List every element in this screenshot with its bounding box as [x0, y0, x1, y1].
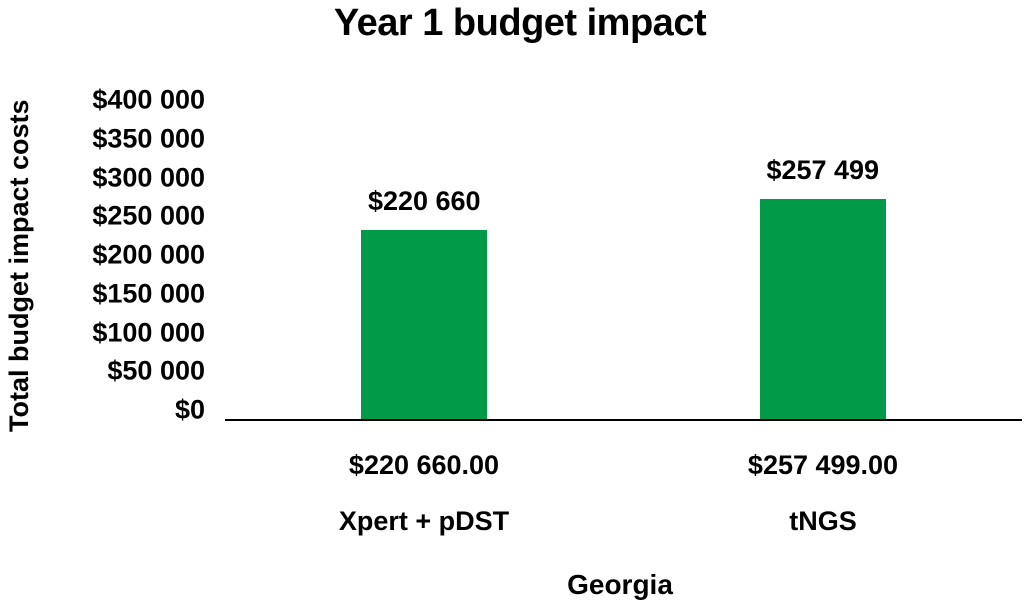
y-tick-label-300000: $300 000	[92, 162, 205, 192]
y-tick-label-50000: $50 000	[107, 355, 205, 386]
y-tick-label-100000: $100 000	[92, 317, 205, 347]
axis-value-label-tngs: $257 499.00	[747, 450, 899, 480]
plot-area: $220 660 $257 499	[225, 100, 1022, 421]
y-axis-title: Total budget impact costs	[4, 99, 34, 433]
y-tick-label-400000: $400 000	[92, 84, 205, 115]
axis-value-label-xpert-pdst: $220 660.00	[348, 450, 500, 480]
category-label-tngs: tNGS	[789, 506, 857, 536]
y-tick-label-350000: $350 000	[92, 123, 205, 154]
bar-value-label-tngs: $257 499	[766, 155, 880, 185]
bar-xpert-pdst	[361, 230, 488, 420]
bar-group-tngs: $257 499	[759, 155, 886, 420]
chart-title: Year 1 budget impact	[333, 2, 707, 44]
x-axis-line	[225, 419, 1022, 421]
bar-tngs	[759, 199, 886, 420]
y-tick-label-250000: $250 000	[92, 200, 205, 231]
y-tick-label-200000: $200 000	[92, 239, 205, 270]
bar-group-xpert-pdst: $220 660	[361, 186, 488, 420]
category-label-xpert-pdst: Xpert + pDST	[338, 506, 510, 536]
bar-value-label-xpert-pdst: $220 660	[367, 186, 481, 216]
y-tick-label-150000: $150 000	[92, 278, 205, 309]
x-axis-title: Georgia	[567, 569, 673, 600]
y-tick-label-0: $0	[174, 394, 205, 425]
